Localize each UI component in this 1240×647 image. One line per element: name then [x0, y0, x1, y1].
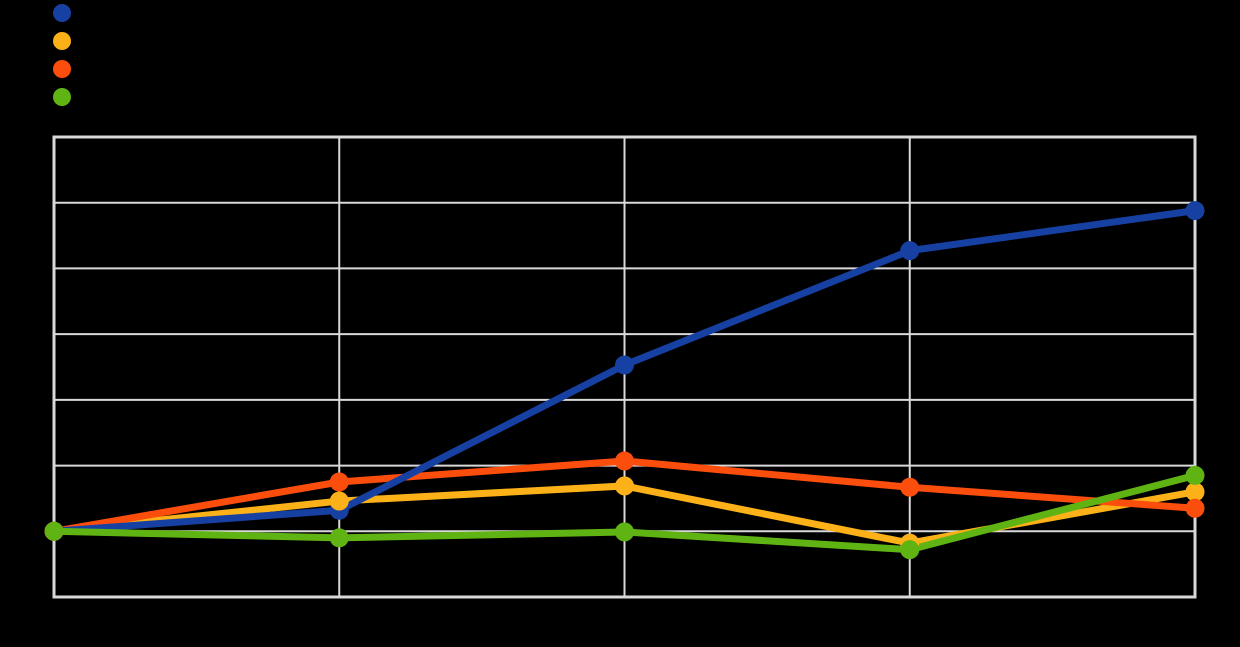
- point-marker-series-4: [900, 540, 920, 560]
- legend-item-series-2: [53, 32, 81, 50]
- chart-legend: [53, 4, 81, 116]
- point-marker-series-1: [900, 241, 920, 261]
- legend-marker-icon: [53, 4, 71, 22]
- point-marker-series-1: [1185, 201, 1205, 221]
- legend-marker-icon: [53, 60, 71, 78]
- point-marker-series-1: [615, 355, 634, 375]
- point-marker-series-3: [900, 477, 920, 497]
- point-marker-series-4: [1185, 465, 1205, 485]
- point-marker-series-4: [44, 521, 64, 541]
- legend-item-series-1: [53, 4, 81, 22]
- legend-marker-icon: [53, 88, 71, 106]
- legend-item-series-3: [53, 60, 81, 78]
- point-marker-series-2: [329, 491, 349, 511]
- point-marker-series-3: [1185, 498, 1205, 518]
- legend-item-series-4: [53, 88, 81, 106]
- point-marker-series-4: [329, 528, 349, 548]
- plot-border: [52, 135, 1197, 599]
- point-marker-series-2: [615, 476, 634, 496]
- point-marker-series-4: [615, 522, 634, 542]
- point-marker-series-2: [1185, 482, 1205, 502]
- point-marker-series-3: [329, 472, 349, 492]
- legend-marker-icon: [53, 32, 71, 50]
- point-marker-series-3: [615, 451, 634, 471]
